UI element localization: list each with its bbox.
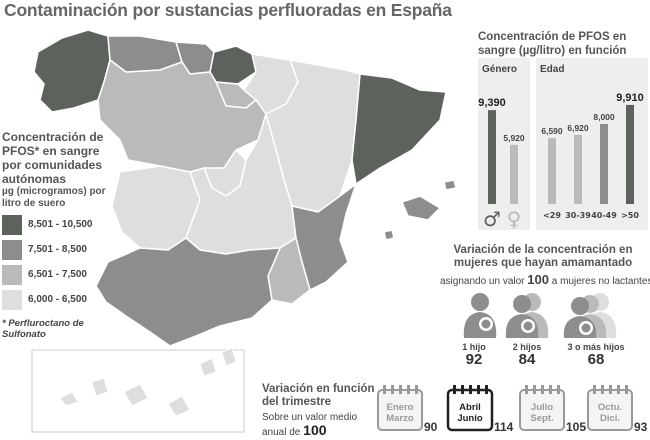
lactation-subtitle-post: a mujeres no lactantes: [551, 276, 650, 287]
category-tick-label: <29: [543, 211, 561, 220]
bar: [488, 110, 496, 204]
calendar-label: Marzo: [386, 413, 414, 424]
legend-item: 8,501 - 10,500: [2, 215, 112, 235]
calendar-label: Abril: [459, 402, 481, 413]
legend-label: 8,501 - 10,500: [28, 219, 93, 230]
category-tick-label: 30-39: [565, 211, 591, 220]
canarias-island-4: [167, 395, 191, 417]
mother-baby-icon: [505, 295, 539, 338]
category-tick-label: ♂: [483, 207, 501, 230]
bar: [510, 144, 518, 204]
bar-value-label: 6,590: [541, 126, 563, 136]
lactation-subtitle-num: 100: [527, 272, 549, 287]
lactation-group-value: 92: [465, 351, 483, 368]
calendar-label: Junio: [457, 413, 483, 424]
calendar-label: Dici.: [600, 413, 620, 424]
canarias-island-1: [59, 391, 79, 407]
legend-item: 6,000 - 6,500: [2, 290, 112, 310]
category-tick-label: >50: [621, 211, 639, 220]
bar-value-label: 9,910: [616, 92, 644, 104]
trimester-subtitle: Sobre un valor medio anual de 100: [262, 412, 362, 439]
panel-genero-bg: [478, 58, 530, 230]
region-baleares-3: [383, 229, 395, 241]
legend-units: µg (microgramos) por litro de suero: [2, 186, 106, 209]
canarias-island-5: [199, 357, 217, 377]
bar: [574, 134, 582, 204]
lactation-subtitle: asignando un valor 100 a mujeres no lact…: [440, 272, 650, 287]
calendar-label: Sept.: [530, 413, 553, 424]
panel-genero-label: Género: [482, 64, 517, 75]
legend-swatch: [2, 290, 22, 310]
calendar-label: Octu.: [598, 402, 622, 413]
trimester-value: 90: [424, 420, 438, 434]
lactation-group-value: 68: [587, 351, 605, 368]
bar: [626, 104, 634, 204]
calendar-icon: Octu.Dici. 93: [587, 385, 648, 434]
lactation-group-label: 1 hijo: [462, 342, 486, 352]
breastfeeding-icons: [463, 293, 617, 338]
bar: [548, 138, 556, 204]
legend-swatch: [2, 240, 22, 260]
legend-swatch: [2, 215, 22, 235]
calendar-label: Julio: [531, 402, 553, 413]
region-cataluna: [351, 73, 447, 185]
region-castilla-leon: [97, 59, 267, 173]
legend-label: 7,501 - 8,500: [28, 244, 87, 255]
footnote: * Perfluroctano de Sulfonato: [2, 318, 84, 340]
trimester-value: 114: [494, 420, 514, 434]
mother-baby-icon: [463, 293, 497, 338]
bar-value-label: 8,000: [593, 112, 615, 122]
lactation-group-value: 84: [518, 351, 536, 368]
bar-value-label: 9,390: [478, 97, 506, 109]
spain-map: [31, 29, 457, 433]
calendar-label: Enero: [387, 402, 414, 413]
legend-label: 6,501 - 7,500: [28, 269, 87, 280]
region-baleares-2: [443, 179, 457, 191]
bar-value-label: 5,920: [503, 133, 525, 143]
trimester-value: 93: [634, 420, 648, 434]
legend-title: Concentración de PFOS* en sangre por com…: [2, 130, 104, 186]
region-baleares: [401, 195, 441, 221]
pfos-bar-charts: Género Edad 9,390 ♂ 5,920 ♀ 6,590 <29 6,920 30-…: [478, 58, 648, 230]
chart-title: Concentración de PFOS en sangre (µg/litr…: [478, 31, 627, 71]
trimester-subtitle-num: 100: [303, 422, 327, 438]
lactation-group-label: 2 hijos: [512, 342, 542, 352]
lactation-subtitle-pre: asignando un valor: [440, 276, 525, 287]
canarias-island-6: [221, 347, 237, 367]
region-valencia: [291, 183, 357, 291]
category-tick-label: ♀: [507, 207, 522, 230]
legend-item: 7,501 - 8,500: [2, 240, 112, 260]
legend-swatch: [2, 265, 22, 285]
bar: [600, 124, 608, 204]
lactation-title: Variación de la concentración en mujeres…: [453, 244, 633, 269]
legend-label: 6,000 - 6,500: [28, 294, 87, 305]
region-pais-vasco: [209, 45, 257, 85]
page-title: Contaminación por sustancias perfluorada…: [4, 0, 452, 20]
trimester-value: 105: [566, 420, 586, 434]
legend-item: 6,501 - 7,500: [2, 265, 112, 285]
region-andalucia: [95, 237, 281, 347]
canarias-island-2: [91, 377, 109, 397]
canarias-inset: [31, 349, 245, 433]
trimester-subtitle-pre: Sobre un valor medio anual de: [262, 412, 358, 438]
trimester-title: Variación en función del trimestre: [262, 383, 375, 408]
canarias-island-3: [123, 383, 149, 407]
lactation-group-label: 3 o más hijos: [567, 342, 625, 352]
panel-edad-label: Edad: [540, 64, 564, 75]
trimester-calendars: EneroMarzo90AbrilJunio114JulioSept.105Oc…: [377, 385, 648, 434]
category-tick-label: 40-49: [591, 211, 617, 220]
mother-baby-icon: [563, 297, 597, 338]
bar-value-label: 6,920: [567, 123, 589, 133]
